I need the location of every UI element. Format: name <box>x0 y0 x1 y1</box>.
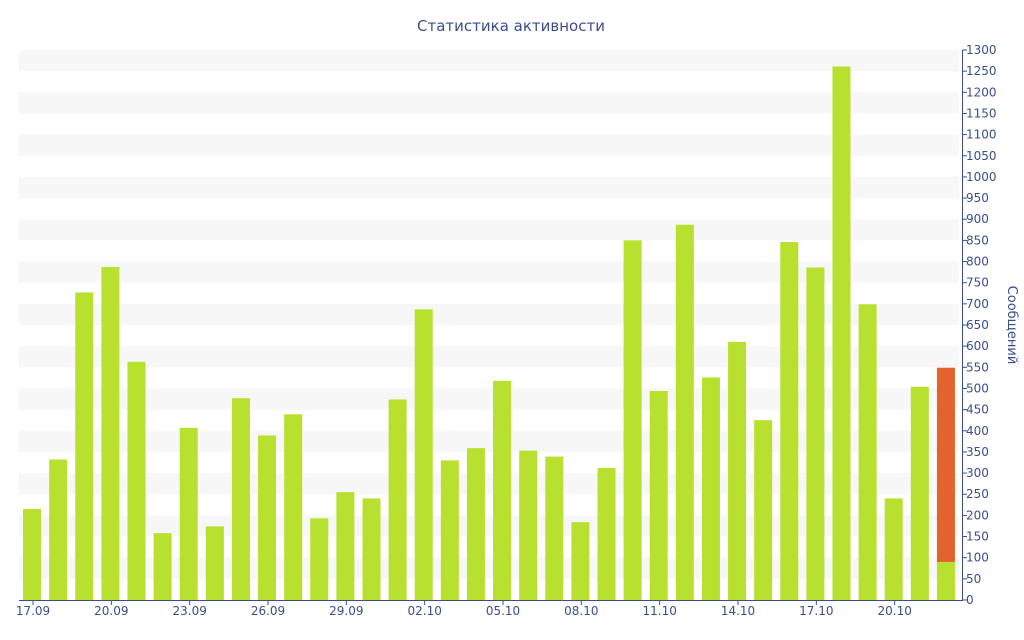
bar <box>493 380 512 600</box>
grid-band <box>19 219 959 241</box>
x-tick-label: 20.10 <box>877 604 911 618</box>
y-tick-label: 350 <box>966 445 989 459</box>
grid-band <box>19 134 959 156</box>
bar <box>23 509 42 600</box>
y-tick-label: 800 <box>966 255 989 269</box>
bar <box>49 459 68 600</box>
y-axis-ticks: 0 50 100 150 200 250 300 350 400 450 500 550 600 650 7… <box>962 43 997 607</box>
y-tick-label: 750 <box>966 276 989 290</box>
y-tick-label: 1000 <box>966 170 997 184</box>
y-tick-label: 550 <box>966 360 989 374</box>
y-tick-label: 650 <box>966 318 989 332</box>
y-tick-label: 250 <box>966 487 989 501</box>
y-tick-label: 1150 <box>966 106 997 120</box>
x-tick-label: 02.10 <box>407 604 441 618</box>
y-tick-label: 1050 <box>966 149 997 163</box>
y-tick-label: 700 <box>966 297 989 311</box>
x-tick-label: 17.10 <box>799 604 833 618</box>
x-tick-label: 26.09 <box>251 604 285 618</box>
bar <box>806 267 825 600</box>
bar <box>545 456 564 600</box>
grid-band <box>19 261 959 283</box>
grid-band <box>19 50 959 72</box>
bar <box>362 498 381 600</box>
x-tick-label: 29.09 <box>329 604 363 618</box>
bar <box>858 304 877 600</box>
bar <box>701 377 720 600</box>
bar <box>440 460 459 600</box>
y-tick-label: 100 <box>966 551 989 565</box>
bar <box>388 399 407 600</box>
x-tick-label: 08.10 <box>564 604 598 618</box>
y-tick-label: 450 <box>966 403 989 417</box>
bar <box>754 420 773 600</box>
bar <box>884 498 903 600</box>
y-tick-label: 1100 <box>966 128 997 142</box>
grid-band <box>19 515 959 537</box>
bar <box>649 391 668 600</box>
y-tick-label: 300 <box>966 466 989 480</box>
x-tick-label: 23.09 <box>172 604 206 618</box>
bar <box>336 492 355 600</box>
y-tick-label: 50 <box>966 572 981 586</box>
y-tick-label: 150 <box>966 530 989 544</box>
bar <box>127 361 146 600</box>
bar <box>205 526 224 600</box>
x-tick-label: 20.09 <box>94 604 128 618</box>
y-tick-label: 900 <box>966 212 989 226</box>
y-tick-label: 500 <box>966 381 989 395</box>
y-tick-label: 400 <box>966 424 989 438</box>
grid-band <box>19 176 959 199</box>
bar <box>414 309 433 600</box>
grid-band <box>19 303 959 325</box>
x-tick-label: 14.10 <box>721 604 755 618</box>
bars <box>23 66 955 601</box>
bar <box>623 240 642 600</box>
bar <box>153 533 172 600</box>
y-tick-label: 950 <box>966 191 989 205</box>
grid-band <box>19 473 959 495</box>
bar <box>832 66 851 600</box>
y-tick-label: 850 <box>966 233 989 247</box>
y-tick-label: 0 <box>966 593 974 607</box>
grid-band <box>19 557 959 579</box>
bar <box>571 522 590 600</box>
bar <box>258 435 277 600</box>
grid-band <box>19 346 959 368</box>
grid-band <box>19 92 959 114</box>
chart-title: Статистика активности <box>417 17 605 35</box>
bar <box>910 386 929 600</box>
x-tick-label: 11.10 <box>642 604 676 618</box>
bar <box>466 448 485 600</box>
grid-band <box>19 388 959 410</box>
bar <box>780 242 799 601</box>
bar <box>179 427 198 600</box>
bar-highlight <box>936 367 955 562</box>
y-tick-label: 1300 <box>966 43 997 57</box>
bar <box>75 292 94 600</box>
x-tick-label: 05.10 <box>486 604 520 618</box>
bar <box>310 518 329 600</box>
bar <box>597 468 616 600</box>
bar <box>675 224 694 600</box>
bar <box>519 450 538 600</box>
grid-bands <box>19 50 959 579</box>
grid-band <box>19 430 959 452</box>
bar <box>936 561 955 600</box>
x-tick-label: 17.09 <box>16 604 50 618</box>
bar <box>231 398 250 600</box>
bar <box>101 267 120 600</box>
bar <box>284 414 303 600</box>
y-tick-label: 200 <box>966 508 989 522</box>
bar <box>728 341 747 600</box>
y-axis-label: Сообщений <box>1004 286 1019 365</box>
x-axis-ticks: 17.09 20.09 23.09 26.09 29.09 02.10 05.10 08.10… <box>16 600 912 618</box>
y-tick-label: 1200 <box>966 85 997 99</box>
y-tick-label: 600 <box>966 339 989 353</box>
y-tick-label: 1250 <box>966 64 997 78</box>
